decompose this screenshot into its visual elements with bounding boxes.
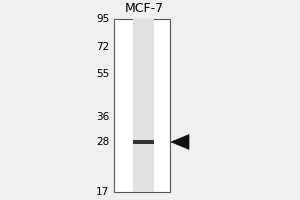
Text: MCF-7: MCF-7 <box>124 2 164 15</box>
Polygon shape <box>171 135 189 149</box>
Bar <box>114 19 170 192</box>
Text: 36: 36 <box>96 112 110 122</box>
Text: 72: 72 <box>96 42 110 52</box>
Text: 28: 28 <box>96 137 110 147</box>
Text: 55: 55 <box>96 69 110 79</box>
Text: 95: 95 <box>96 14 110 24</box>
Bar <box>134 140 154 144</box>
Text: 17: 17 <box>96 187 110 197</box>
Bar <box>134 19 154 192</box>
